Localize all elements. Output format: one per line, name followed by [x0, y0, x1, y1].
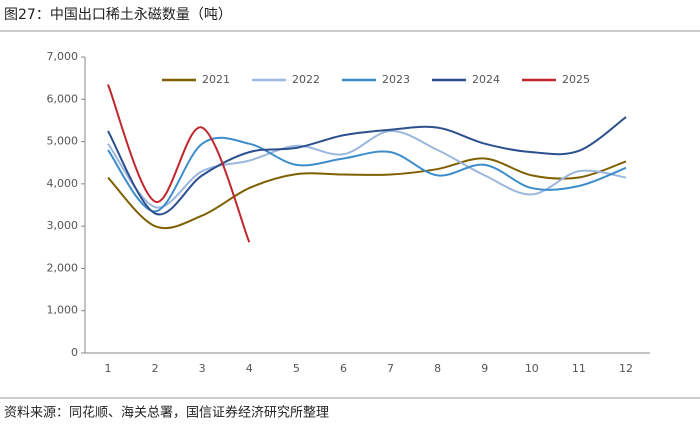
- x-tick-label: 1: [105, 362, 112, 375]
- y-tick-label: 3,000: [47, 219, 79, 232]
- x-tick-label: 5: [293, 362, 300, 375]
- y-tick-label: 4,000: [47, 177, 79, 190]
- chart-title: 图27：中国出口稀土永磁数量（吨）: [4, 7, 232, 23]
- x-tick-label: 9: [481, 362, 488, 375]
- x-tick-label: 2: [152, 362, 159, 375]
- y-tick-label: 5,000: [47, 135, 79, 148]
- series-line: [107, 116, 627, 216]
- y-tick-label: 6,000: [47, 92, 79, 105]
- source-note: 资料来源：同花顺、海关总署，国信证券经济研究所整理: [4, 405, 329, 421]
- legend-label: 2025: [562, 73, 590, 86]
- series-line: [107, 129, 627, 209]
- legend-label: 2024: [472, 73, 500, 86]
- legend-label: 2021: [202, 73, 230, 86]
- legend-label: 2022: [292, 73, 320, 86]
- x-tick-label: 3: [199, 362, 206, 375]
- x-tick-label: 12: [619, 362, 633, 375]
- series-line: [107, 157, 627, 230]
- x-tick-label: 10: [525, 362, 539, 375]
- y-tick-label: 1,000: [47, 304, 79, 317]
- x-tick-label: 7: [387, 362, 394, 375]
- x-tick-label: 4: [246, 362, 253, 375]
- x-tick-label: 8: [434, 362, 441, 375]
- x-tick-label: 11: [572, 362, 586, 375]
- y-tick-label: 2,000: [47, 261, 79, 274]
- y-tick-label: 7,000: [47, 50, 79, 63]
- series-line: [107, 84, 251, 243]
- x-tick-label: 6: [340, 362, 347, 375]
- y-tick-label: 0: [71, 346, 78, 359]
- legend-label: 2023: [382, 73, 410, 86]
- series-line: [107, 136, 627, 213]
